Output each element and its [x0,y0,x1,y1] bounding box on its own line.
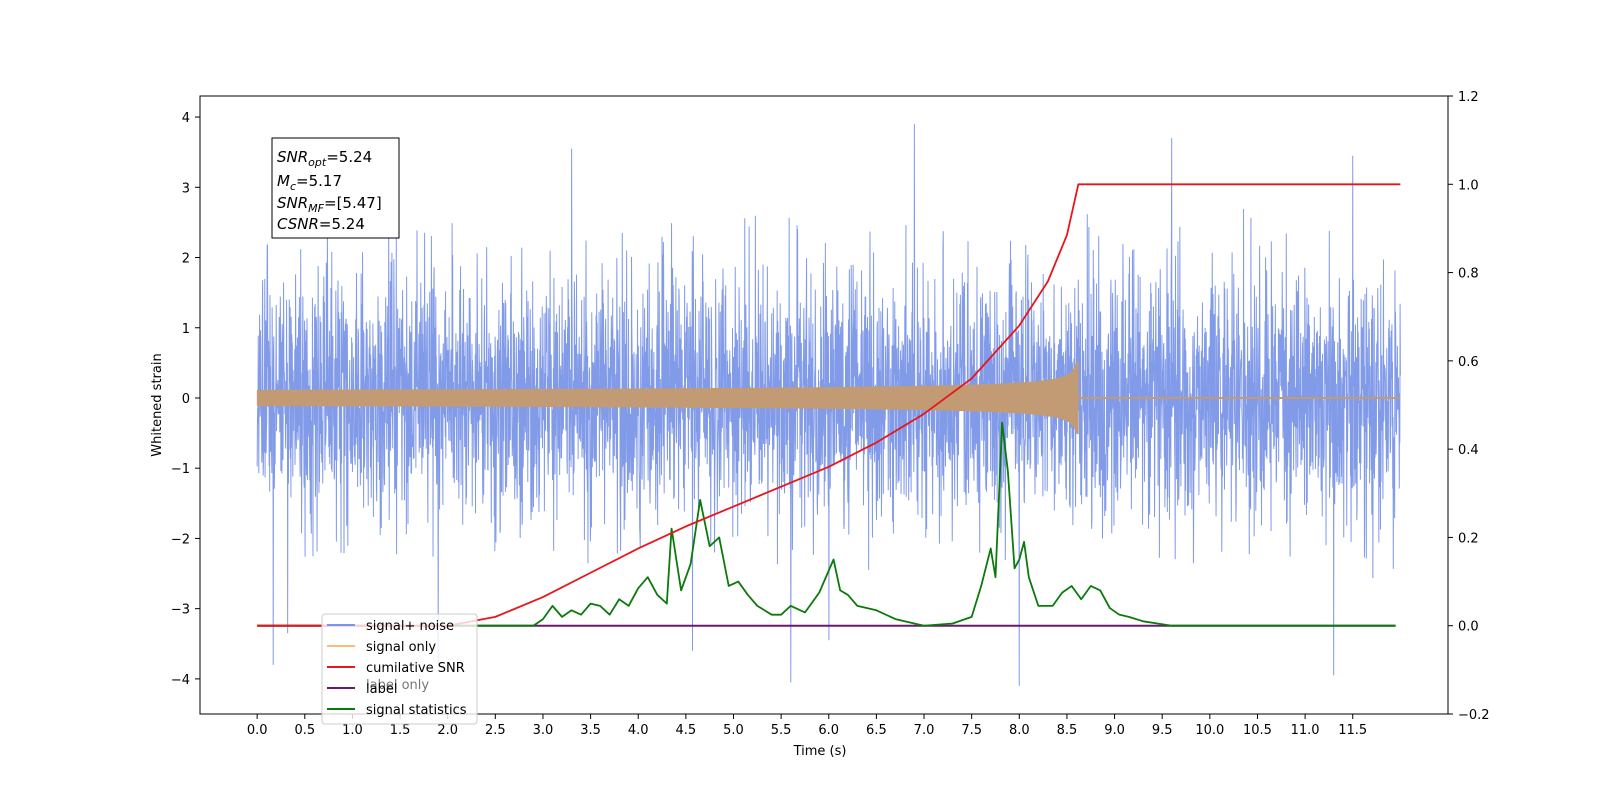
x-tick-label: 4.0 [628,723,649,738]
plot-frame [199,95,1449,715]
signal-only-series [256,361,1401,435]
info-box-frame [271,137,400,239]
x-tick-label: 10.5 [1243,723,1272,738]
x-tick-label: 5.0 [723,723,744,738]
y-right-tick-label: 1.0 [1458,178,1479,193]
legend-label: cumilative SNR [366,661,465,676]
snr-opt-text: SNRopt=5.24 [277,148,372,169]
y-left-tick-label: 0 [182,392,190,407]
cumulative-snr-series [257,183,1401,627]
legend-label: signal statistics [366,703,467,718]
legend-frame [321,613,478,725]
y-right-tick-label: 0.8 [1458,267,1479,282]
x-tick-label: 1.0 [342,723,363,738]
x-tick-label: 0.5 [294,723,315,738]
y-right-tick-label: 0.2 [1458,531,1479,546]
y-axis-left: 4 3 2 1 0 −1 −2 −3 −4 [171,111,200,688]
info-box: SNRopt=5.24 Mc=5.17 SNRMF=[5.47] CSNR=5.… [271,137,400,239]
x-tick-label: 6.5 [866,723,887,738]
x-tick-label: 4.5 [676,723,697,738]
legend: label only signal+ noise signal only cumil… [321,613,478,725]
x-tick-label: 7.0 [914,723,935,738]
signal-noise-series [256,124,1401,686]
x-tick-label: 2.0 [437,723,458,738]
x-tick-label: 3.5 [580,723,601,738]
x-tick-label: 5.5 [771,723,792,738]
y-left-tick-label: 1 [182,322,190,337]
legend-hidden-text: label only [366,678,429,693]
y-left-tick-label: −4 [171,673,190,688]
y-right-tick-label: 1.2 [1458,90,1479,105]
signal-statistics-series [257,421,1396,627]
y-left-tick-label: 4 [182,111,190,126]
csnr-text: CSNR=5.24 [277,215,365,233]
cumulative-snr-line [257,183,1401,627]
y-left-tick-label: 3 [182,181,190,196]
legend-label: signal only [366,640,436,655]
y-right-tick-label: 0.6 [1458,355,1479,370]
y-left-tick-label: −1 [171,462,190,477]
x-tick-label: 9.5 [1152,723,1173,738]
x-tick-label: 8.0 [1009,723,1030,738]
snr-mf-text: SNRMF=[5.47] [277,194,382,215]
x-axis-label: Time (s) [793,744,847,759]
x-tick-label: 7.5 [961,723,982,738]
x-tick-label: 3.0 [533,723,554,738]
y-right-tick-label: 0.0 [1458,620,1479,635]
x-tick-label: 10.0 [1195,723,1224,738]
x-tick-label: 6.0 [818,723,839,738]
signal-statistics-line [257,421,1396,627]
y-left-tick-label: −2 [171,532,190,547]
x-tick-label: 8.5 [1057,723,1078,738]
y-right-tick-label: −0.2 [1458,708,1490,723]
y-left-tick-label: 2 [182,252,190,267]
y-axis-right: 1.2 1.0 0.8 0.6 0.4 0.2 0.0 −0.2 [1448,90,1490,723]
legend-label: signal+ noise [366,619,454,634]
mc-text: Mc=5.17 [277,172,342,193]
x-tick-label: 0.0 [247,723,268,738]
x-axis: 0.0 0.5 1.0 1.5 2.0 2.5 3.0 3.5 4.0 4.5 5.0 5.5 6.0 6… [247,714,1367,738]
x-tick-label: 11.5 [1338,723,1367,738]
x-tick-label: 1.5 [390,723,411,738]
y-axis-label: Whitened strain [150,353,165,456]
y-left-tick-label: −3 [171,603,190,618]
x-tick-label: 11.0 [1291,723,1320,738]
x-tick-label: 2.5 [485,723,506,738]
y-right-tick-label: 0.4 [1458,443,1479,458]
x-tick-label: 9.0 [1104,723,1125,738]
legend-label: label [366,682,397,697]
signal-noise-line [256,124,1401,686]
